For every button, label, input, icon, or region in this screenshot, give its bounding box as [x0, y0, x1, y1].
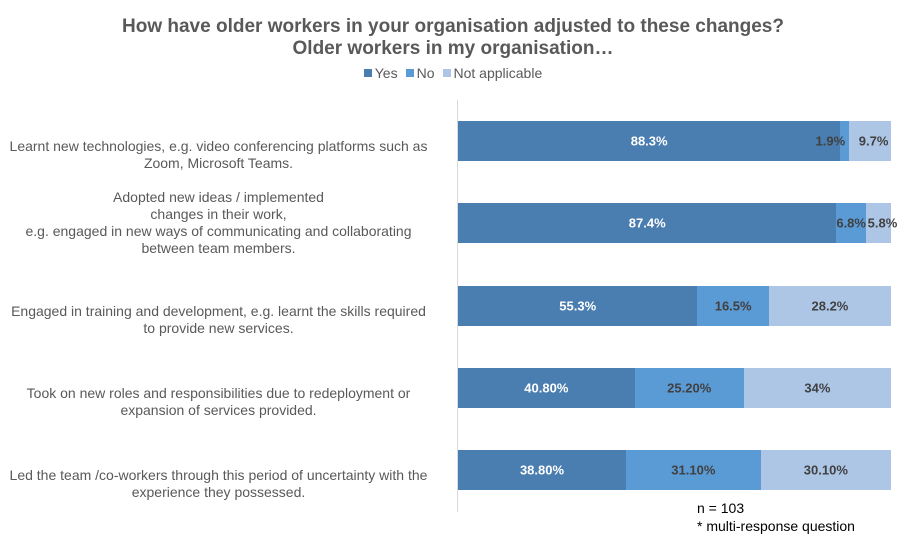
data-label: 55.3%	[559, 298, 597, 314]
category-axis	[457, 100, 458, 512]
bar-segment-not-applicable	[848, 121, 891, 161]
chart-subtitle: Older workers in my organisation…	[292, 38, 614, 59]
legend: Yes No Not applicable	[0, 65, 906, 81]
bar-segment-yes	[458, 121, 841, 161]
bar-segment-yes	[458, 203, 837, 243]
data-label: 28.2%	[811, 298, 849, 314]
bar-segment-no	[626, 450, 761, 490]
bar-segment-no	[840, 121, 849, 161]
legend-swatch-yes	[363, 69, 372, 77]
category-label: Engaged in training and development, e.g…	[11, 303, 426, 336]
data-label: 30.10%	[803, 462, 848, 478]
data-label: 16.5%	[714, 298, 752, 314]
legend-item-not-applicable: Not applicable	[442, 65, 543, 81]
data-label: 34%	[804, 380, 831, 396]
data-label: 38.80%	[519, 462, 565, 478]
legend-swatch-no	[405, 69, 414, 77]
legend-swatch-not-applicable	[442, 69, 451, 77]
data-label: 87.4%	[628, 215, 666, 231]
category-label: Adopted new ideas / implemented changes …	[25, 189, 412, 256]
data-label: 31.10%	[671, 462, 716, 478]
data-label: 5.8%	[867, 215, 898, 231]
bar-segment-yes	[458, 286, 698, 326]
bar-segment-not-applicable	[760, 450, 891, 490]
chart-title: How have older workers in your organisat…	[122, 16, 784, 37]
data-label: 1.9%	[815, 133, 846, 149]
legend-item-no: No	[405, 65, 435, 81]
bar-segment-no	[634, 368, 744, 408]
data-label: 25.20%	[667, 380, 712, 396]
category-label: Led the team /co-workers through this pe…	[9, 467, 428, 500]
data-label: 40.80%	[524, 380, 569, 396]
bar-segment-yes	[458, 368, 635, 408]
bar-segment-not-applicable	[865, 203, 891, 243]
bar-segment-not-applicable	[743, 368, 891, 408]
legend-item-yes: Yes	[363, 65, 398, 81]
multi-response-note: * multi-response question	[697, 518, 855, 534]
data-label: 88.3%	[630, 133, 668, 149]
data-label: 6.8%	[836, 215, 866, 231]
category-label: Took on new roles and responsibilities d…	[26, 385, 411, 418]
data-label: 9.7%	[858, 133, 889, 149]
bar-segment-yes	[458, 450, 626, 490]
legend-label: Not applicable	[453, 65, 543, 81]
category-label: Learnt new technologies, e.g. video conf…	[9, 138, 428, 171]
legend-label: No	[416, 65, 435, 81]
legend-label: Yes	[374, 65, 398, 81]
bar-segment-no	[836, 203, 866, 243]
bar-segment-no	[697, 286, 769, 326]
sample-size-note: n = 103	[697, 500, 745, 516]
bar-segment-not-applicable	[768, 286, 891, 326]
